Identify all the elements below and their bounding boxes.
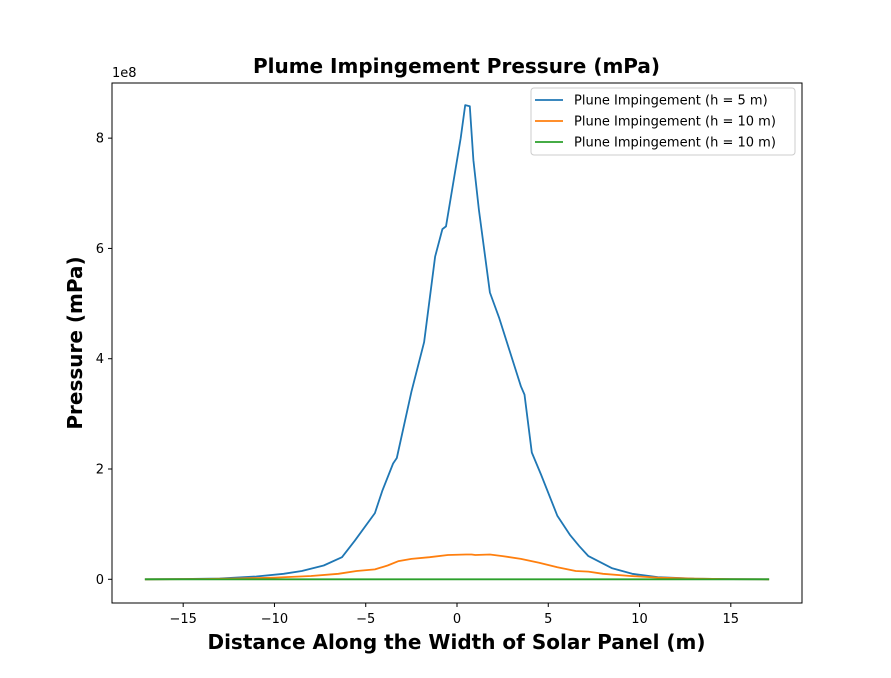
legend-label-2: Plune Impingement (h = 10 m) [574,115,776,130]
y-tick-label: 2 [96,463,104,478]
plot-area [111,82,803,604]
series-line-1 [144,104,770,581]
x-tick-label: −5 [356,612,375,627]
series-lines [144,104,770,581]
legend: Plune Impingement (h = 5 m) Plune Impinge… [530,87,796,156]
chart-title: Plume Impingement Pressure (mPa) [253,54,660,78]
y-axis-label: Pressure (mPa) [63,256,87,429]
legend-label-1: Plune Impingement (h = 5 m) [574,94,768,109]
y-tick-label: 8 [96,132,104,147]
x-tick-label: 15 [723,612,740,627]
y-tick-label: 0 [96,573,104,588]
x-tick-label: 5 [544,612,552,627]
x-axis-label: Distance Along the Width of Solar Panel … [207,630,705,654]
y-tick-label: 4 [96,352,104,367]
x-tick-label: 10 [631,612,648,627]
x-tick-label: −15 [169,612,196,627]
y-tick-label: 6 [96,242,104,257]
y-axis-offset-label: 1e8 [112,66,137,81]
y-axis-ticks: 0 2 4 6 8 [96,132,112,588]
legend-label-3: Plune Impingement (h = 10 m) [574,136,776,151]
x-tick-label: −10 [261,612,288,627]
x-tick-label: 0 [453,612,461,627]
x-axis-ticks: −15 −10 −5 0 5 10 15 [169,603,739,627]
series-line-2 [144,553,770,581]
legend-box [530,87,796,156]
